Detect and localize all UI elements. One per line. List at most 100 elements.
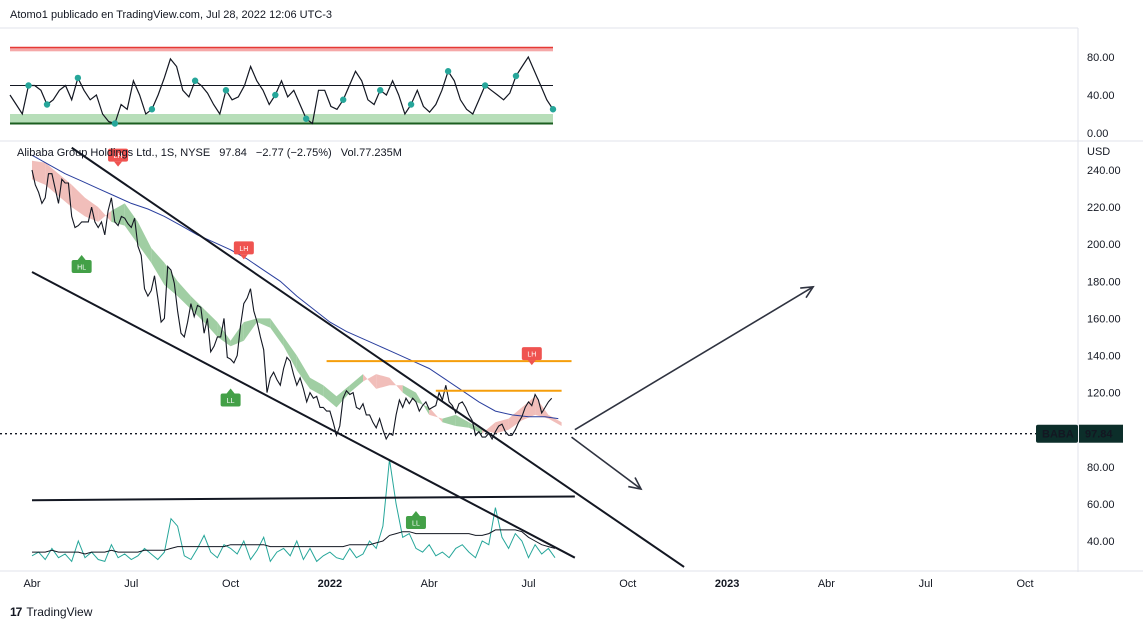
badge-box xyxy=(405,515,426,529)
price-tick-label: 40.00 xyxy=(1087,536,1115,548)
badge-box xyxy=(220,393,241,407)
oscillator-markers xyxy=(25,68,557,127)
arrow-head[interactable] xyxy=(628,477,643,491)
price-tick-label: 60.00 xyxy=(1087,499,1115,511)
last-price-value: 97.84 xyxy=(1085,429,1113,441)
oscillator-marker xyxy=(25,82,32,89)
cloud-segment xyxy=(416,392,430,415)
chart-legend: Alibaba Group Holdings Ltd., 1S, NYSE 97… xyxy=(17,147,402,159)
cloud-segment xyxy=(455,414,469,428)
oscillator-marker xyxy=(444,68,452,75)
swing-badge: LH xyxy=(233,241,254,260)
price-tick-label: 200.00 xyxy=(1087,239,1121,251)
oscillator-marker xyxy=(407,101,415,108)
time-tick-label: Jul xyxy=(124,578,138,590)
cloud-segment xyxy=(243,318,258,341)
badge-label: LL xyxy=(227,398,235,405)
oscillator-tick-label: 80.00 xyxy=(1087,52,1115,64)
badge-box xyxy=(233,241,254,255)
cloud-segment xyxy=(204,309,218,337)
publisher-note: Atomo1 publicado en TradingView.com, Jul… xyxy=(10,9,332,21)
cloud-segment xyxy=(468,422,483,434)
legend-symbol: Alibaba Group Holdings Ltd., 1S, NYSE xyxy=(17,147,210,159)
cloud-segment xyxy=(521,396,536,421)
oscillator-tick-label: 40.00 xyxy=(1087,90,1115,102)
cloud-segment xyxy=(363,374,377,389)
last-price-symbol: BABA xyxy=(1042,429,1074,441)
cloud-segment xyxy=(32,160,46,185)
trendlines[interactable] xyxy=(31,146,685,568)
oscillator-marker xyxy=(191,77,199,84)
time-axis[interactable]: Abr Jul Oct 2022 Abr Jul Oct 2023 Abr Jul Oct xyxy=(23,578,1033,590)
oscillator-marker xyxy=(148,106,156,113)
cloud-segment xyxy=(508,407,522,430)
swing-badge: LH xyxy=(108,148,129,167)
cloud-segment xyxy=(270,318,284,347)
volume-line xyxy=(31,459,556,563)
moving-average-line xyxy=(31,154,559,420)
price-tick-label: 160.00 xyxy=(1087,313,1121,325)
cloud-segment xyxy=(71,184,85,217)
badge-pointer-up-icon xyxy=(77,254,86,260)
cloud-segment xyxy=(217,322,231,347)
price-tick-label: 120.00 xyxy=(1087,388,1121,400)
trendline[interactable] xyxy=(31,271,576,559)
time-tick-label: 2023 xyxy=(715,578,739,590)
arrow-head[interactable] xyxy=(800,285,815,299)
price-axis-unit: USD xyxy=(1087,146,1110,158)
volume-average-line xyxy=(32,529,556,555)
badge-label: LL xyxy=(412,520,420,527)
badge-box xyxy=(108,148,129,162)
cloud-segment xyxy=(85,197,99,222)
oscillator-marker xyxy=(222,87,230,94)
cloud-segment xyxy=(495,418,509,434)
arrow-shaft[interactable] xyxy=(574,286,814,431)
oscillator-pane[interactable] xyxy=(9,46,557,127)
badge-label: LH xyxy=(239,246,248,253)
price-line xyxy=(31,169,553,441)
legend-change: −2.77 (−2.75%) xyxy=(256,147,332,159)
brand-footer[interactable]: 17 TradingView xyxy=(10,605,92,619)
oscillator-marker xyxy=(512,72,520,80)
badge-box xyxy=(71,259,92,273)
price-pane[interactable]: LH HL LH LL LH LL xyxy=(0,146,1078,568)
oscillator-marker xyxy=(549,106,557,113)
cloud-segment xyxy=(124,203,138,245)
swing-badges: LH HL LH LL LH LL xyxy=(71,148,542,529)
cloud-segment xyxy=(257,318,271,328)
time-tick-label: Jul xyxy=(521,578,535,590)
trendline[interactable] xyxy=(71,146,685,568)
oscillator-marker xyxy=(377,87,384,94)
badge-label: LH xyxy=(114,153,123,160)
trendline[interactable] xyxy=(31,495,575,502)
arrow-shaft[interactable] xyxy=(571,436,642,490)
badge-pointer-down-icon xyxy=(527,360,536,366)
badge-label: HL xyxy=(77,264,86,271)
oscillator-marker xyxy=(43,101,51,108)
swing-badge: LL xyxy=(220,388,241,407)
badge-box xyxy=(521,347,542,361)
cloud-segment xyxy=(177,281,191,310)
cloud-segment xyxy=(389,377,403,393)
time-tick-label: Abr xyxy=(23,578,40,590)
brand-name: TradingView xyxy=(26,605,93,619)
time-tick-label: Oct xyxy=(222,578,239,590)
projection-arrows[interactable] xyxy=(571,285,815,491)
oscillator-marker xyxy=(302,115,310,122)
cloud-segment xyxy=(137,221,152,263)
time-tick-label: Jul xyxy=(919,578,933,590)
badge-pointer-up-icon xyxy=(226,388,235,394)
badge-pointer-up-icon xyxy=(411,510,420,516)
badge-pointer-down-icon xyxy=(114,161,123,167)
oscillator-marker xyxy=(111,120,119,127)
last-price-symbol-bg xyxy=(1036,424,1078,443)
cloud-segment xyxy=(442,414,456,426)
price-tick-label: 140.00 xyxy=(1087,351,1121,363)
swing-badge: HL xyxy=(71,254,92,273)
price-tick-label: 180.00 xyxy=(1087,276,1121,288)
oscillator-lower-band xyxy=(10,114,553,124)
cloud-segment xyxy=(376,374,390,389)
swing-badge: LH xyxy=(521,347,542,366)
